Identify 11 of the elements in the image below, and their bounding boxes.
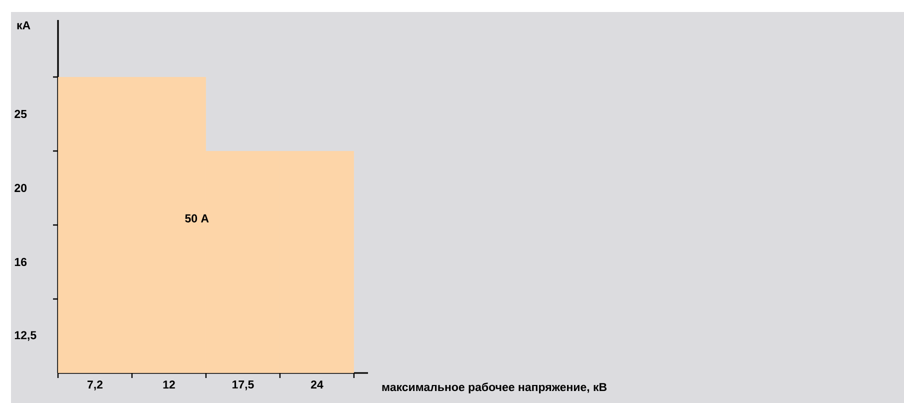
x-axis-title: максимальное рабочее напряжение, кВ <box>382 382 607 394</box>
x-tick-label: 7,2 <box>88 380 103 390</box>
text: 20 <box>14 184 27 192</box>
x-tick-label: 12 <box>163 380 175 389</box>
x-tick-label: 17,5 <box>232 380 254 390</box>
text: 16 <box>14 258 27 266</box>
text: 25 <box>14 110 27 118</box>
x-tick-label: 24 <box>310 380 324 389</box>
text: кА <box>17 21 30 30</box>
text: 12,5 <box>14 331 36 341</box>
annotation: 50 А <box>185 214 209 222</box>
